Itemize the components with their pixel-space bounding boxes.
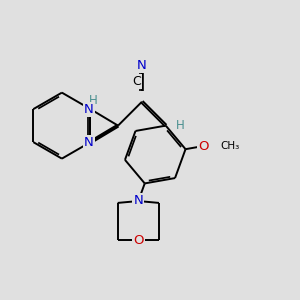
Text: N: N <box>84 103 94 116</box>
Text: O: O <box>198 140 208 153</box>
Text: H: H <box>89 94 98 107</box>
Text: C: C <box>132 75 141 88</box>
Text: O: O <box>133 233 144 247</box>
Text: N: N <box>84 136 94 148</box>
Text: CH₃: CH₃ <box>220 141 239 151</box>
Text: H: H <box>176 119 184 132</box>
Text: N: N <box>134 194 143 207</box>
Text: N: N <box>136 59 146 72</box>
